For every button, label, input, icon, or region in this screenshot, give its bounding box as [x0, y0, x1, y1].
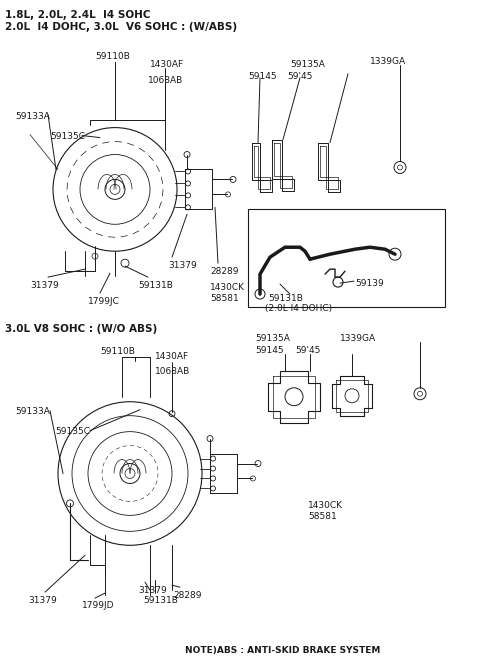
- Text: 59133A: 59133A: [15, 407, 50, 416]
- Text: 1430CK: 1430CK: [210, 283, 245, 292]
- Text: 59131B: 59131B: [138, 281, 173, 290]
- Text: (2.0L I4 DOHC): (2.0L I4 DOHC): [265, 304, 332, 313]
- Text: 59110B: 59110B: [95, 52, 130, 61]
- Bar: [248, 210, 445, 307]
- Text: 31379: 31379: [138, 586, 167, 595]
- Text: 59135A: 59135A: [290, 60, 325, 69]
- Text: 1430AF: 1430AF: [150, 60, 184, 69]
- Text: 59139: 59139: [355, 279, 384, 288]
- Text: 59145: 59145: [255, 346, 284, 355]
- Text: 59131B: 59131B: [268, 294, 303, 303]
- Text: 31379: 31379: [28, 596, 57, 605]
- Circle shape: [120, 464, 140, 484]
- Text: 58581: 58581: [308, 512, 337, 522]
- Text: 31379: 31379: [30, 281, 59, 290]
- Text: 59110B: 59110B: [100, 347, 135, 356]
- Circle shape: [105, 179, 125, 199]
- Text: 59'45: 59'45: [287, 72, 312, 81]
- Text: 59145: 59145: [248, 72, 276, 81]
- Text: 31379: 31379: [168, 261, 197, 270]
- Text: 28289: 28289: [210, 267, 239, 276]
- Text: 1339GA: 1339GA: [340, 334, 376, 343]
- Text: NOTE)ABS : ANTI-SKID BRAKE SYSTEM: NOTE)ABS : ANTI-SKID BRAKE SYSTEM: [185, 646, 380, 655]
- Text: 1799JC: 1799JC: [88, 297, 120, 306]
- Circle shape: [255, 289, 265, 299]
- Text: 1430CK: 1430CK: [308, 501, 343, 510]
- Text: 2.0L  I4 DOHC, 3.0L  V6 SOHC : (W/ABS): 2.0L I4 DOHC, 3.0L V6 SOHC : (W/ABS): [5, 22, 237, 32]
- Text: 1799JD: 1799JD: [82, 601, 115, 610]
- Text: 1339GA: 1339GA: [370, 57, 406, 66]
- Text: 59135C: 59135C: [55, 426, 90, 436]
- Text: 59135C: 59135C: [50, 131, 85, 141]
- Text: 58581: 58581: [210, 294, 239, 303]
- Text: 3.0L V8 SOHC : (W/O ABS): 3.0L V8 SOHC : (W/O ABS): [5, 324, 157, 334]
- Text: 59131B: 59131B: [143, 596, 178, 605]
- Circle shape: [389, 248, 401, 260]
- Text: 59'45: 59'45: [295, 346, 320, 355]
- Text: 1430AF: 1430AF: [155, 352, 189, 361]
- Text: 1.8L, 2.0L, 2.4L  I4 SOHC: 1.8L, 2.0L, 2.4L I4 SOHC: [5, 10, 151, 20]
- Text: 59133A: 59133A: [15, 112, 50, 121]
- Text: 59135A: 59135A: [255, 334, 290, 343]
- Text: 1068AB: 1068AB: [148, 76, 183, 85]
- Text: 1068AB: 1068AB: [155, 367, 190, 376]
- Text: 28289: 28289: [173, 591, 202, 600]
